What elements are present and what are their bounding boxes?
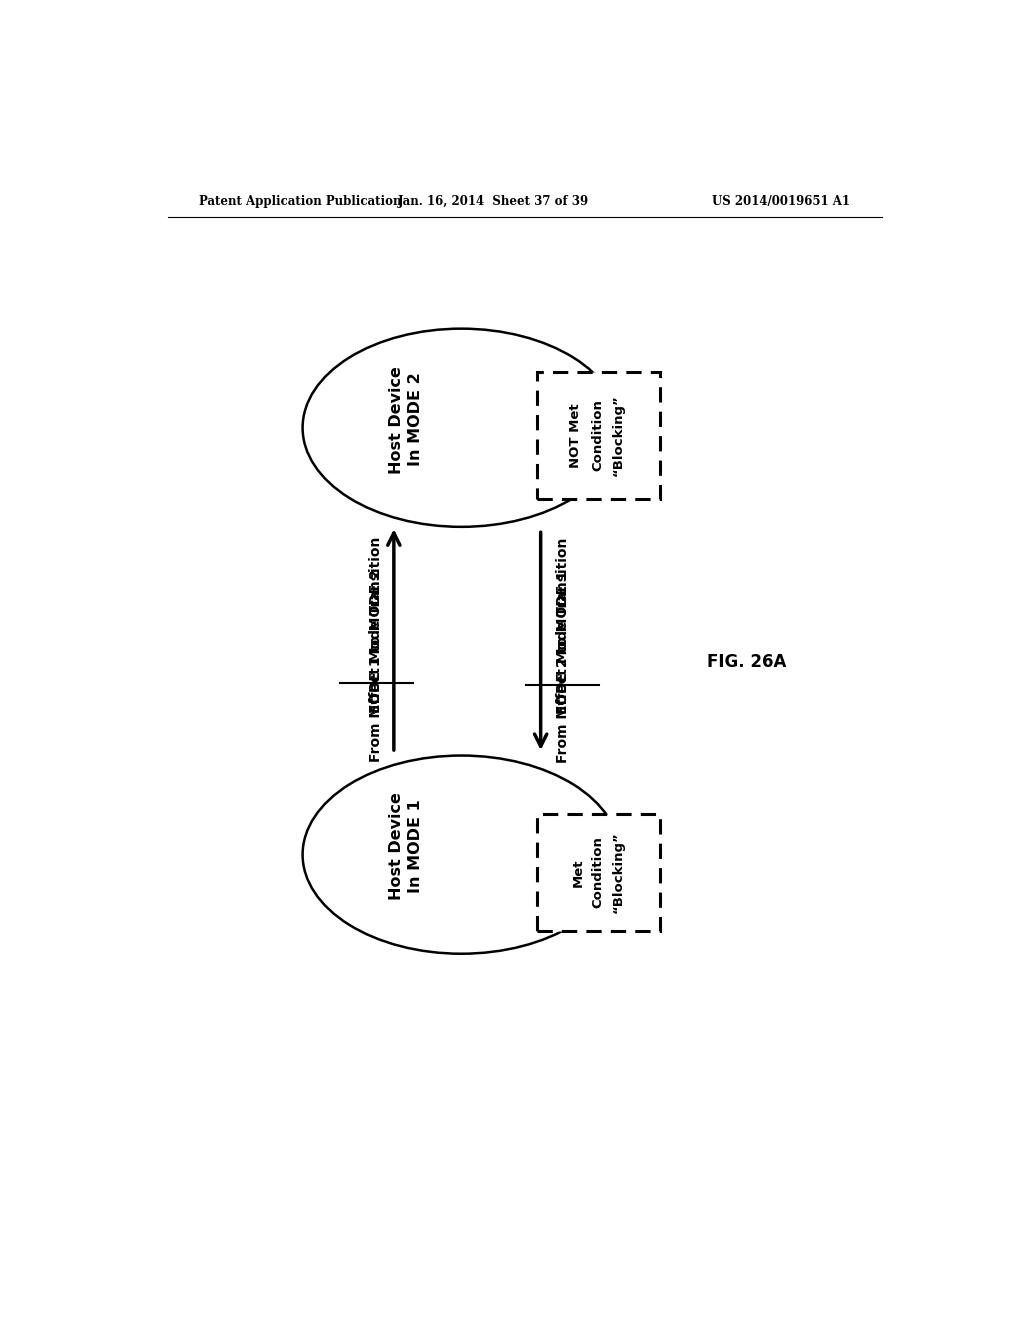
Text: Patent Application Publication: Patent Application Publication (200, 194, 402, 207)
Ellipse shape (303, 329, 621, 527)
Text: Effect Mode Transition: Effect Mode Transition (370, 536, 383, 713)
Text: Effect Mode Transition: Effect Mode Transition (556, 537, 570, 714)
Text: “Blocking”: “Blocking” (611, 395, 625, 477)
Text: From MODE 1 to MODE 2: From MODE 1 to MODE 2 (370, 569, 383, 762)
Ellipse shape (303, 755, 621, 954)
Text: From MODE 2 to MODE 1: From MODE 2 to MODE 1 (556, 570, 570, 763)
Text: Condition: Condition (592, 400, 605, 471)
Text: NOT Met: NOT Met (569, 403, 583, 467)
Text: “Blocking”: “Blocking” (611, 832, 625, 913)
Text: Host Device
In MODE 1: Host Device In MODE 1 (389, 792, 423, 900)
Text: Met: Met (571, 858, 585, 887)
Bar (537, 372, 659, 499)
Text: US 2014/0019651 A1: US 2014/0019651 A1 (712, 194, 850, 207)
Text: FIG. 26A: FIG. 26A (708, 652, 786, 671)
Bar (537, 814, 659, 931)
Text: Jan. 16, 2014  Sheet 37 of 39: Jan. 16, 2014 Sheet 37 of 39 (397, 194, 589, 207)
Text: Condition: Condition (592, 837, 605, 908)
Text: Host Device
In MODE 2: Host Device In MODE 2 (389, 366, 423, 474)
